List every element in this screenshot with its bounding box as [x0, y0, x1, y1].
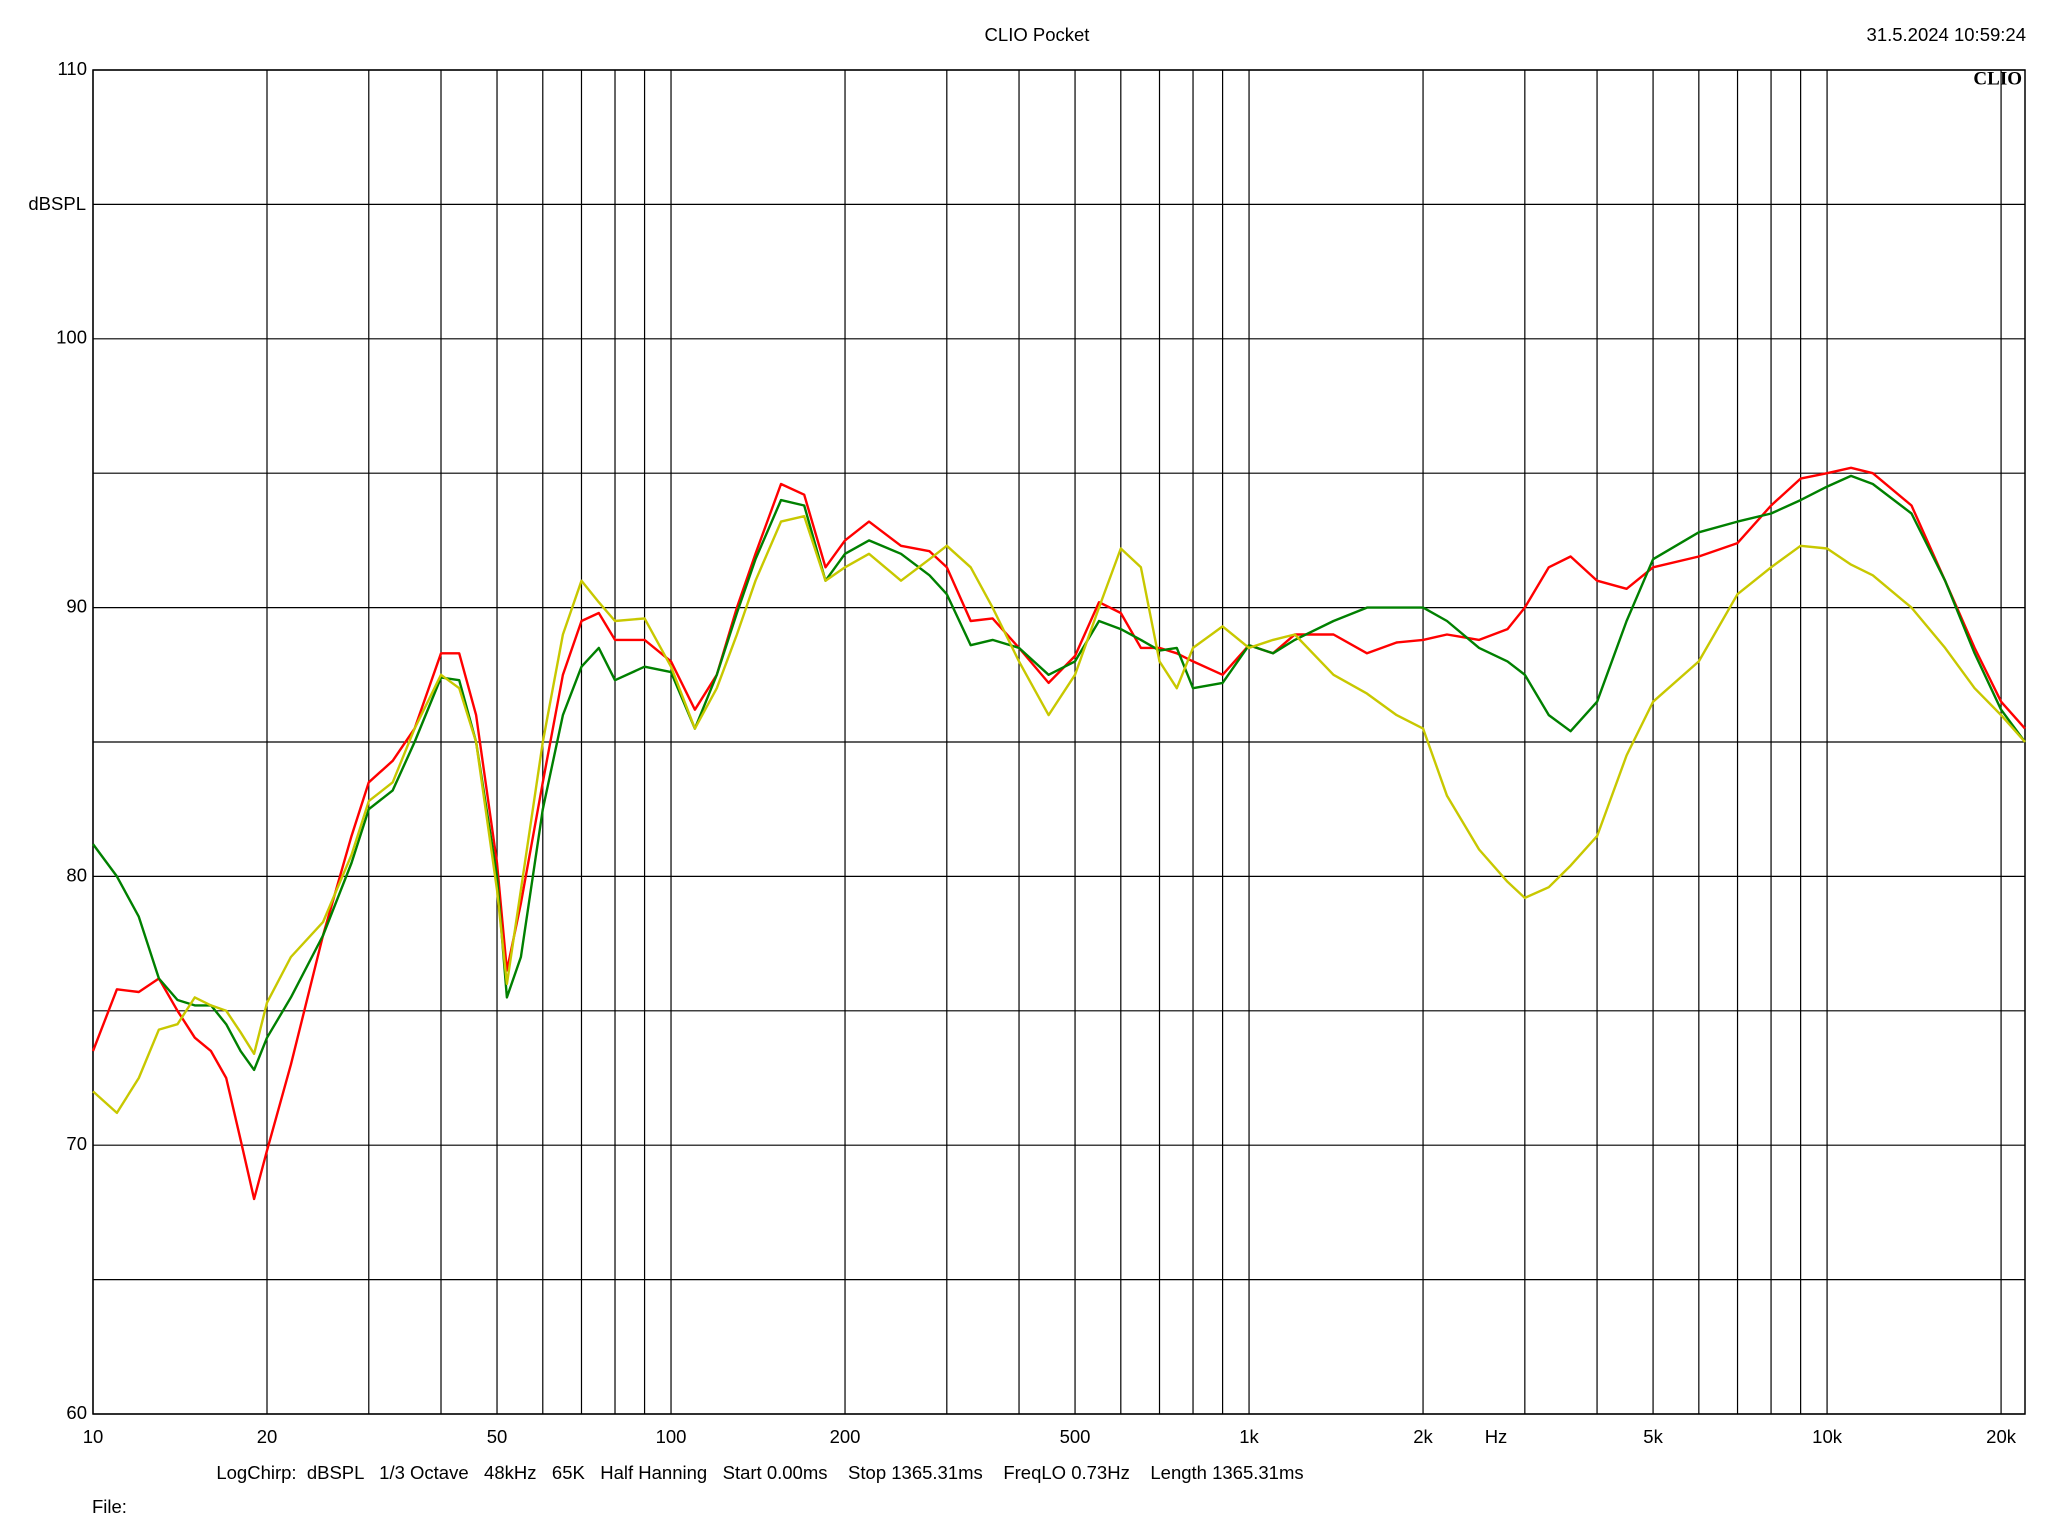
x-tick-label: 200 [830, 1426, 861, 1447]
chart-title: CLIO Pocket [985, 24, 1090, 45]
y-axis-label: dBSPL [28, 193, 86, 214]
y-tick-label: 70 [66, 1133, 87, 1154]
curve [91, 466, 2026, 1201]
x-tick-label: 20 [257, 1426, 278, 1447]
file-label: File: [92, 1496, 127, 1517]
x-tick-label: 50 [487, 1426, 508, 1447]
logo: CLIO [1973, 68, 2022, 89]
curve [92, 474, 2026, 1072]
x-tick-label: 2k [1413, 1426, 1433, 1447]
x-tick-label: 1k [1239, 1426, 1259, 1447]
y-tick-label: 100 [56, 327, 87, 348]
x-axis-label: Hz [1485, 1426, 1508, 1447]
x-tick-label: 500 [1060, 1426, 1091, 1447]
y-tick-label: 90 [66, 595, 87, 616]
timestamp: 31.5.2024 10:59:24 [1867, 24, 2026, 45]
x-tick-label: 10 [83, 1426, 104, 1447]
y-tick-label: 80 [66, 864, 87, 885]
y-tick-label: 60 [66, 1402, 87, 1423]
x-tick-label: 10k [1812, 1426, 1843, 1447]
footer: LogChirp: dBSPL 1/3 Octave 48kHz 65K Hal… [216, 1462, 1303, 1483]
y-tick-label: 110 [58, 58, 88, 79]
x-tick-label: 100 [656, 1426, 687, 1447]
x-tick-label: 20k [1986, 1426, 2017, 1447]
x-tick-label: 5k [1643, 1426, 1663, 1447]
curve [92, 515, 2026, 1115]
